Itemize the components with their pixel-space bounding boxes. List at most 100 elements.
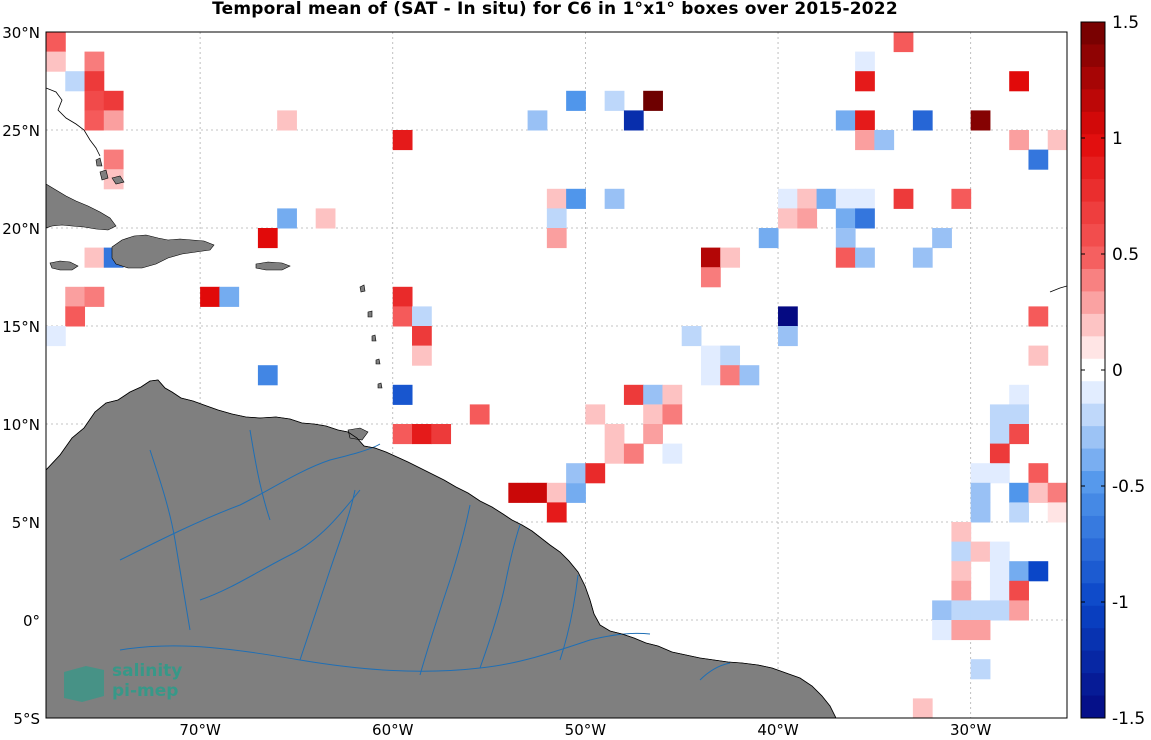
data-cell bbox=[662, 404, 683, 425]
map-title: Temporal mean of (SAT - In situ) for C6 … bbox=[212, 0, 898, 19]
x-tick-label: 50°W bbox=[565, 721, 607, 739]
data-cell bbox=[989, 463, 1010, 484]
data-cell bbox=[855, 71, 875, 92]
data-cell bbox=[257, 228, 278, 249]
data-cell bbox=[84, 110, 105, 131]
data-cell bbox=[392, 286, 413, 307]
data-cell bbox=[1028, 306, 1049, 327]
data-cell bbox=[835, 208, 856, 229]
data-cell bbox=[970, 110, 991, 131]
colorbar-band bbox=[1081, 448, 1105, 472]
data-cell bbox=[1009, 130, 1029, 151]
data-cell bbox=[527, 482, 548, 503]
data-cell bbox=[84, 71, 105, 92]
data-cell bbox=[585, 463, 606, 484]
plot-frame bbox=[45, 31, 1068, 719]
data-cell bbox=[84, 90, 105, 111]
data-cell bbox=[932, 620, 952, 641]
data-cell bbox=[84, 286, 105, 307]
data-cell bbox=[1028, 561, 1049, 582]
data-cell bbox=[46, 32, 66, 53]
data-cell bbox=[623, 443, 644, 464]
data-cell bbox=[1047, 130, 1067, 151]
data-cell bbox=[989, 561, 1010, 582]
data-cell bbox=[392, 130, 413, 151]
y-axis-labels: 30°N 25°N 20°N 15°N 10°N 5°N 0° 5°S bbox=[2, 24, 40, 728]
data-cell bbox=[566, 463, 586, 484]
data-cell bbox=[1028, 482, 1049, 503]
data-cell bbox=[604, 188, 625, 209]
data-cell bbox=[778, 188, 798, 209]
y-tick-label: 5°S bbox=[13, 710, 40, 728]
data-cell bbox=[951, 188, 972, 209]
colorbar-band bbox=[1081, 583, 1105, 607]
data-cell bbox=[970, 659, 991, 680]
data-cell bbox=[46, 326, 66, 347]
colorbar-band bbox=[1081, 134, 1105, 158]
data-cell bbox=[546, 482, 567, 503]
data-cell bbox=[700, 247, 721, 268]
data-cell bbox=[951, 580, 972, 601]
data-cell bbox=[874, 130, 895, 151]
cuba-land bbox=[46, 183, 117, 231]
y-tick-label: 20°N bbox=[2, 220, 40, 238]
data-cell bbox=[855, 188, 875, 209]
data-cell bbox=[700, 267, 721, 288]
data-cell bbox=[989, 541, 1010, 562]
data-cell bbox=[1009, 561, 1029, 582]
data-cell bbox=[546, 502, 567, 523]
data-cell bbox=[1028, 463, 1049, 484]
data-cell bbox=[700, 365, 721, 386]
colorbar-band bbox=[1081, 673, 1105, 697]
data-cell bbox=[257, 365, 278, 386]
data-cell bbox=[797, 208, 818, 229]
data-cell bbox=[778, 326, 798, 347]
data-cell bbox=[720, 247, 741, 268]
data-cell bbox=[277, 208, 297, 229]
data-cell bbox=[970, 482, 991, 503]
data-cell bbox=[604, 90, 625, 111]
data-cell bbox=[469, 404, 490, 425]
salinity-pi-mep-logo: salinity pi-mep bbox=[64, 661, 182, 702]
data-cell bbox=[951, 561, 972, 582]
data-cell bbox=[277, 110, 297, 131]
lesser-antilles-land bbox=[359, 284, 383, 389]
data-cell bbox=[392, 384, 413, 405]
data-cell bbox=[1009, 404, 1029, 425]
colorbar-band bbox=[1081, 493, 1105, 517]
data-cell bbox=[912, 110, 933, 131]
data-cell bbox=[893, 32, 914, 53]
hispaniola-land bbox=[111, 234, 215, 269]
colorbar-band bbox=[1081, 224, 1105, 248]
colorbar-labels: 1.5 1 0.5 0 -0.5 -1 -1.5 bbox=[1081, 13, 1145, 729]
data-cell bbox=[778, 306, 798, 327]
data-cell bbox=[84, 247, 105, 268]
colorbar-tick-label: 1 bbox=[1112, 129, 1123, 149]
colorbar-band bbox=[1081, 538, 1105, 562]
data-cell bbox=[392, 424, 413, 445]
colorbar-band bbox=[1081, 291, 1105, 315]
data-cell bbox=[951, 600, 972, 621]
logo-line1: salinity bbox=[112, 661, 182, 681]
data-cell bbox=[1009, 580, 1029, 601]
data-cell bbox=[1028, 345, 1049, 366]
colorbar-band bbox=[1081, 66, 1105, 90]
data-cell bbox=[989, 424, 1010, 445]
data-cell bbox=[951, 522, 972, 543]
colorbar-band bbox=[1081, 313, 1105, 337]
data-cell bbox=[103, 149, 124, 170]
data-cell bbox=[392, 306, 413, 327]
data-cell bbox=[1009, 482, 1029, 503]
data-cell bbox=[912, 247, 933, 268]
data-cell bbox=[739, 365, 760, 386]
data-cell bbox=[855, 110, 875, 131]
data-cell bbox=[508, 482, 529, 503]
data-cell bbox=[855, 247, 875, 268]
data-cell bbox=[970, 502, 991, 523]
logo-line2: pi-mep bbox=[112, 681, 178, 701]
data-cell bbox=[758, 228, 779, 249]
colorbar-band bbox=[1081, 246, 1105, 270]
data-cell bbox=[585, 404, 606, 425]
y-tick-label: 10°N bbox=[2, 416, 40, 434]
data-cell bbox=[720, 365, 741, 386]
